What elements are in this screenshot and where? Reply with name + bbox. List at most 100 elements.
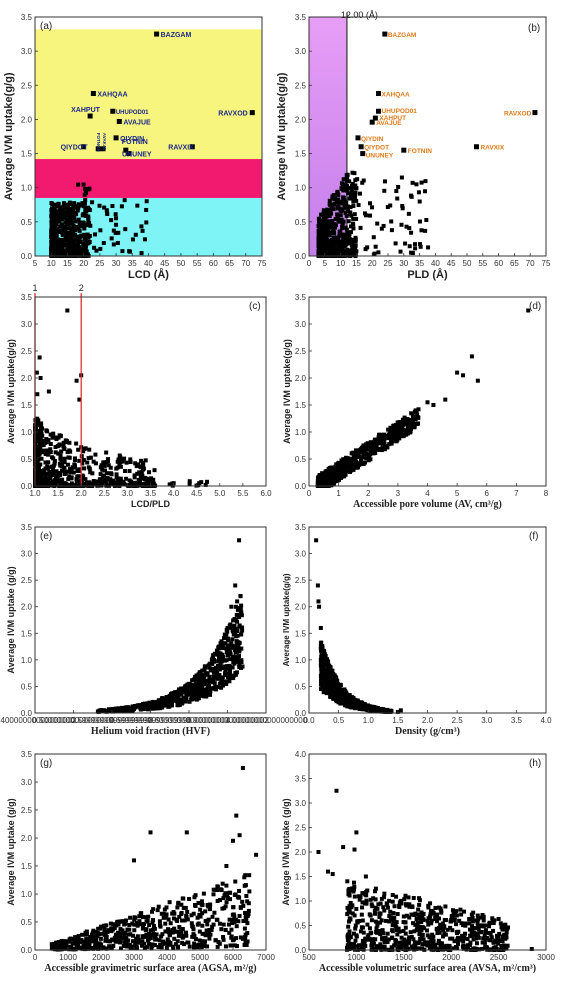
data-point [212, 887, 217, 892]
data-point [371, 896, 376, 901]
data-point [128, 460, 133, 465]
data-point [49, 208, 54, 213]
data-point [136, 480, 141, 485]
data-point [369, 205, 374, 210]
data-point [360, 461, 365, 466]
data-point [145, 944, 150, 949]
data-point [127, 922, 132, 927]
data-point [197, 938, 202, 943]
data-point [327, 249, 332, 254]
data-point [234, 641, 239, 646]
data-point [233, 892, 238, 897]
data-point [348, 248, 353, 253]
data-point [97, 477, 102, 482]
data-point [76, 217, 81, 222]
data-point [36, 418, 41, 423]
data-point [240, 766, 245, 770]
data-point [133, 480, 138, 485]
data-point [205, 479, 210, 484]
data-point [174, 917, 179, 922]
data-point [235, 599, 240, 604]
y-tick-label: 1.0 [21, 656, 33, 665]
data-point [63, 238, 68, 243]
data-point [67, 939, 72, 944]
data-point [361, 452, 366, 457]
data-point [50, 202, 55, 207]
highlight-point-xahput [372, 115, 378, 121]
data-point [54, 943, 59, 948]
plot-frame-f [308, 526, 547, 714]
data-point [130, 921, 135, 926]
data-point [331, 481, 336, 486]
data-point [189, 687, 194, 692]
data-point [232, 920, 237, 925]
data-point [135, 471, 140, 476]
data-point [116, 457, 121, 462]
data-point [54, 251, 59, 256]
data-point [330, 472, 335, 477]
data-point [317, 224, 322, 229]
x-tick-label: 20 [79, 259, 88, 268]
data-point [103, 480, 108, 485]
data-point [339, 245, 344, 250]
data-point [164, 702, 169, 707]
data-point [104, 450, 109, 455]
data-point [218, 897, 223, 902]
data-point [77, 235, 82, 240]
y-tick-label: 2.0 [21, 374, 33, 383]
data-point [199, 480, 204, 485]
data-point [409, 422, 414, 427]
data-point [63, 438, 68, 443]
data-point [180, 935, 185, 940]
data-point [61, 201, 66, 206]
data-point [68, 476, 73, 481]
data-point [197, 481, 202, 486]
data-point [130, 707, 135, 712]
data-point [223, 944, 228, 949]
data-point [109, 926, 114, 931]
data-point [102, 463, 107, 468]
data-point [331, 231, 336, 236]
data-point [76, 447, 81, 452]
data-point [241, 903, 246, 908]
data-point [44, 437, 49, 442]
data-point [335, 247, 340, 252]
data-point [243, 873, 248, 878]
data-point [217, 681, 222, 686]
data-point [323, 673, 328, 678]
data-point [162, 907, 167, 912]
data-point [228, 650, 233, 655]
data-point [118, 935, 123, 940]
data-point [82, 237, 87, 242]
data-point [469, 354, 474, 359]
data-point [404, 942, 409, 947]
data-point [328, 478, 333, 483]
data-point [69, 937, 74, 942]
data-point [214, 648, 219, 653]
data-point [426, 922, 431, 927]
data-point [416, 907, 421, 912]
data-point [324, 480, 329, 485]
data-point [41, 450, 46, 455]
y-tick-label: 0.0 [295, 252, 307, 261]
data-point [459, 912, 464, 917]
data-point [85, 232, 90, 237]
data-point [254, 852, 259, 857]
data-point [353, 923, 358, 928]
data-point [417, 932, 422, 937]
data-point [102, 927, 107, 932]
data-point [133, 915, 138, 920]
data-point [397, 929, 402, 934]
data-point [60, 464, 65, 469]
data-point [98, 472, 103, 477]
data-point [505, 943, 510, 948]
data-point [161, 915, 166, 920]
data-point [383, 935, 388, 940]
mof-label-ununey: UNUNEY [366, 153, 394, 160]
data-point [55, 226, 60, 231]
data-point [355, 465, 360, 470]
data-point [171, 916, 176, 921]
data-point [55, 213, 60, 218]
data-point [128, 708, 133, 713]
data-point [201, 891, 206, 896]
